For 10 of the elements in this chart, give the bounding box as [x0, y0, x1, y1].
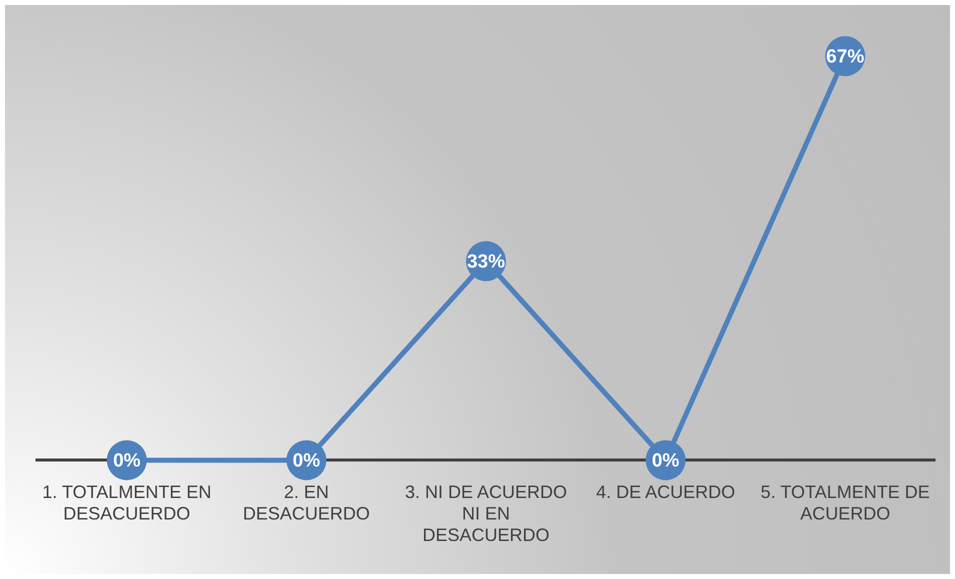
data-label: 0% [652, 450, 680, 472]
x-tick-label: 5. TOTALMENTE DE ACUERDO [760, 482, 930, 524]
data-label: 0% [292, 450, 320, 472]
x-tick-label: 3. NI DE ACUERDO NI EN DESACUERDO [404, 482, 568, 546]
x-tick-label: 2. EN DESACUERDO [242, 482, 370, 524]
x-tick-label: 4. DE ACUERDO [596, 482, 736, 502]
data-label: 33% [466, 251, 506, 272]
data-label: 67% [826, 46, 864, 68]
data-label: 0% [113, 450, 141, 472]
x-tick-label: 1. TOTALMENTE EN DESACUERDO [42, 482, 212, 524]
